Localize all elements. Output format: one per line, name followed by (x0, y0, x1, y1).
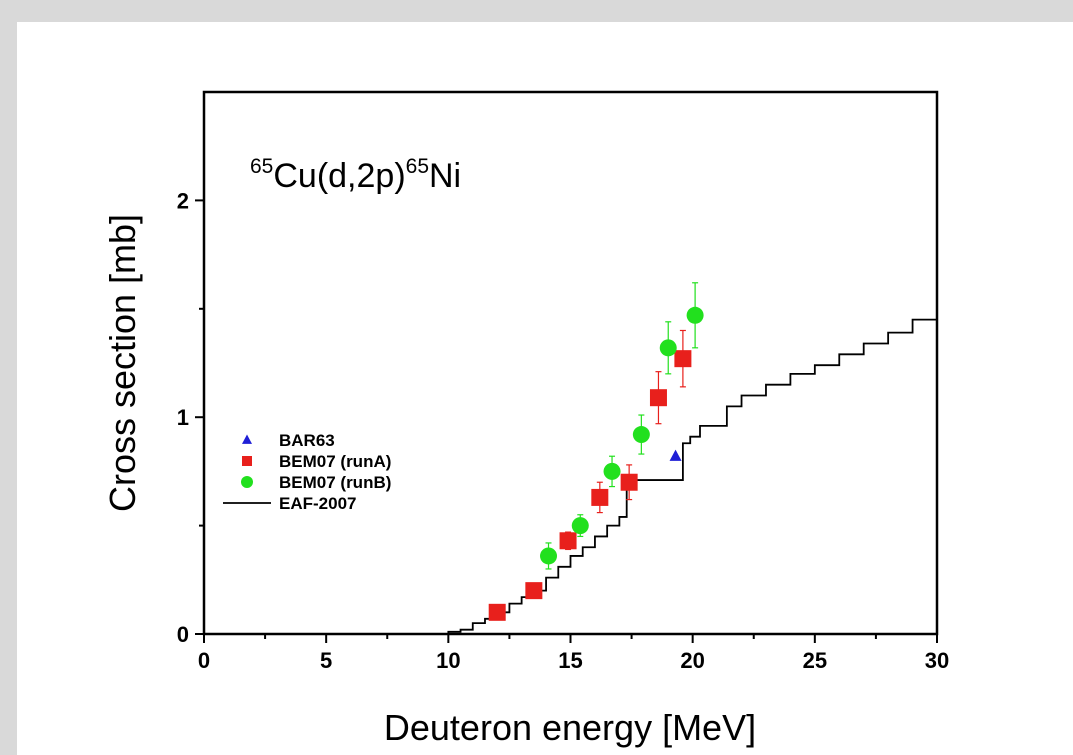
legend-label-bem07-runa: BEM07 (runA) (279, 452, 391, 471)
x-tick-label: 0 (198, 648, 210, 673)
legend-swatch-bem07-runa (242, 456, 252, 466)
bem07-runa-point (559, 532, 577, 550)
y-tick-label: 2 (177, 188, 189, 213)
reaction-product: Ni (429, 157, 461, 195)
bem07-runa-point (649, 389, 667, 407)
bem07-runa-point (525, 582, 543, 600)
legend-label-bem07-runb: BEM07 (runB) (279, 473, 391, 492)
bem07-runb-point (686, 306, 704, 324)
bem07-runb-point (540, 547, 558, 565)
y-tick-label: 0 (177, 622, 189, 647)
legend-label-eaf-2007: EAF-2007 (279, 494, 356, 513)
legend-swatch-bem07-runb (241, 476, 253, 488)
reaction-product-mass: 65 (406, 155, 429, 178)
bem07-runb-point (659, 339, 677, 357)
x-axis-title: Deuteron energy [MeV] (384, 707, 756, 748)
reaction-target-mass: 65 (250, 155, 273, 178)
x-tick-label: 20 (680, 648, 704, 673)
x-tick-label: 5 (320, 648, 332, 673)
x-tick-label: 25 (803, 648, 827, 673)
bem07-runa-point (488, 603, 506, 621)
x-tick-label: 10 (436, 648, 460, 673)
axis-ticks: 0 5 10 15 20 25 30 0 1 2 (177, 188, 949, 673)
cross-section-chart: 0 5 10 15 20 25 30 0 1 2 BAR63 BEM07 (runA) BEM07 (… (102, 90, 949, 748)
y-tick-label: 1 (177, 405, 189, 430)
bem07-runb-point (632, 426, 650, 444)
legend-swatch-bar63 (242, 434, 252, 444)
legend-label-bar63: BAR63 (279, 431, 335, 450)
bar63-point (669, 449, 682, 461)
x-tick-label: 30 (925, 648, 949, 673)
bem07-runa-point (620, 473, 638, 491)
data-points (488, 282, 704, 621)
figure-panel: 0 5 10 15 20 25 30 0 1 2 BAR63 BEM07 (runA) BEM07 (… (17, 22, 1073, 755)
bem07-runa-point (674, 350, 692, 368)
y-axis-title: Cross section [mb] (102, 214, 143, 512)
reaction-label: 65Cu(d,2p)65Ni (250, 155, 461, 195)
bem07-runb-point (571, 517, 589, 535)
bem07-runa-point (591, 488, 609, 506)
reaction-target: Cu(d,2p) (273, 157, 405, 195)
x-tick-label: 15 (558, 648, 582, 673)
legend: BAR63 BEM07 (runA) BEM07 (runB) EAF-2007 (223, 431, 391, 513)
bem07-runb-point (603, 462, 621, 480)
